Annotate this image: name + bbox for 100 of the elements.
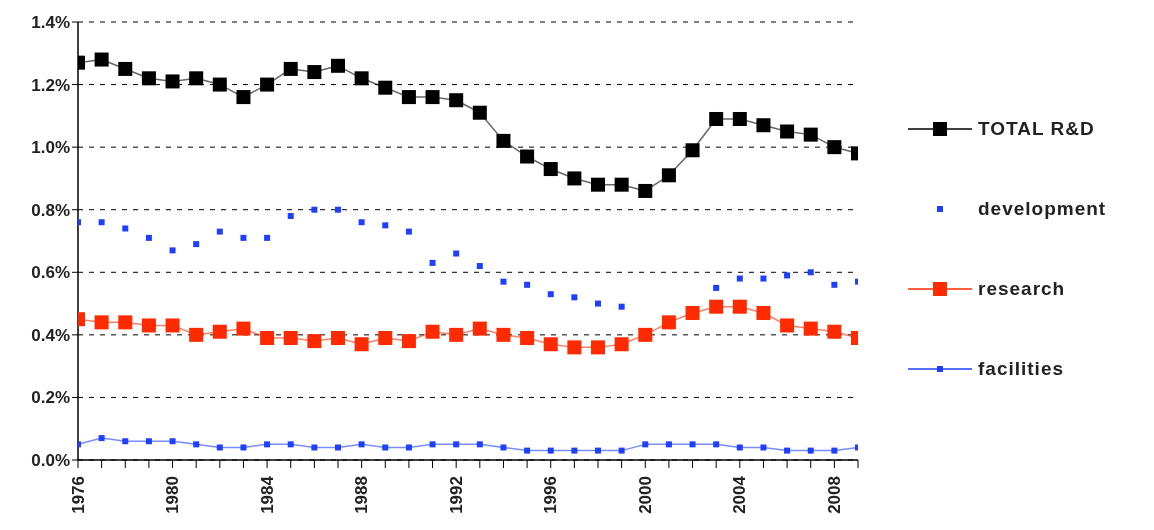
point (472, 105, 487, 120)
point (122, 438, 129, 445)
point (689, 441, 696, 448)
point (831, 281, 838, 288)
point (453, 250, 460, 257)
point (500, 444, 507, 451)
point (760, 444, 767, 451)
point (354, 337, 369, 352)
point (449, 327, 464, 342)
point (685, 305, 700, 320)
y-tick-label: 0.6% (31, 263, 70, 283)
point (567, 340, 582, 355)
point (476, 263, 483, 270)
point (709, 111, 724, 126)
point (216, 228, 223, 235)
point (784, 447, 791, 454)
point (520, 330, 535, 345)
point (591, 177, 605, 192)
point (189, 71, 204, 86)
point (307, 334, 322, 349)
point (661, 168, 676, 183)
point (331, 58, 345, 73)
x-tick-label: 1984 (257, 475, 277, 514)
point (358, 219, 365, 226)
point (614, 177, 629, 192)
point (118, 315, 133, 330)
point (141, 318, 156, 333)
x-tick-label: 1992 (446, 476, 466, 514)
point (401, 90, 416, 105)
point (713, 441, 720, 448)
y-tick-label: 1.0% (31, 138, 70, 158)
point (335, 444, 341, 451)
line-series (78, 435, 858, 454)
point (401, 334, 416, 349)
legend-label: facilities (978, 358, 1065, 380)
point (449, 93, 464, 108)
point (378, 80, 393, 95)
point (524, 281, 531, 288)
point (638, 183, 653, 198)
point (732, 299, 747, 314)
point (709, 299, 724, 314)
point (618, 303, 625, 310)
point (827, 140, 842, 155)
point (358, 441, 365, 448)
x-tick-label: 1996 (541, 476, 561, 514)
point (661, 315, 676, 330)
point (713, 284, 720, 291)
point (240, 234, 247, 241)
point (807, 269, 814, 276)
point (736, 444, 743, 451)
point (547, 291, 554, 298)
point (595, 447, 601, 454)
point (287, 441, 294, 448)
point (547, 447, 554, 454)
point (212, 324, 227, 339)
point (453, 441, 460, 448)
point (382, 222, 389, 229)
y-tick-label: 0.2% (31, 388, 70, 408)
point (784, 272, 791, 279)
point (496, 327, 511, 342)
point (756, 305, 771, 320)
point (216, 444, 223, 451)
point (425, 324, 440, 339)
point (665, 441, 672, 448)
point (685, 143, 700, 158)
y-tick-label: 0.0% (31, 451, 70, 471)
x-tick-label: 2004 (730, 475, 750, 514)
point (165, 318, 180, 333)
point (756, 118, 771, 133)
point (145, 234, 152, 241)
point (189, 327, 204, 342)
point (543, 337, 558, 352)
y-tick-label: 0.4% (31, 325, 70, 345)
point (283, 61, 298, 76)
y-tick-label: 1.4% (31, 13, 70, 33)
point (614, 337, 629, 352)
point (736, 275, 743, 282)
point (429, 259, 436, 266)
point (591, 340, 605, 355)
legend-label: TOTAL R&D (978, 118, 1095, 140)
x-tick-label: 1988 (352, 476, 372, 514)
point (240, 444, 247, 451)
point (118, 61, 133, 76)
point (335, 206, 341, 213)
point (760, 275, 767, 282)
point (472, 321, 487, 336)
point (378, 330, 393, 345)
point (193, 441, 200, 448)
point (212, 77, 227, 92)
point (98, 219, 105, 226)
point (567, 171, 582, 186)
point (94, 52, 109, 67)
x-tick-label: 2000 (635, 476, 655, 514)
point (827, 324, 842, 339)
point (193, 241, 200, 248)
point (331, 330, 345, 345)
point (236, 321, 251, 336)
point (141, 71, 156, 86)
point (260, 330, 275, 345)
x-tick-label: 1980 (163, 476, 183, 514)
